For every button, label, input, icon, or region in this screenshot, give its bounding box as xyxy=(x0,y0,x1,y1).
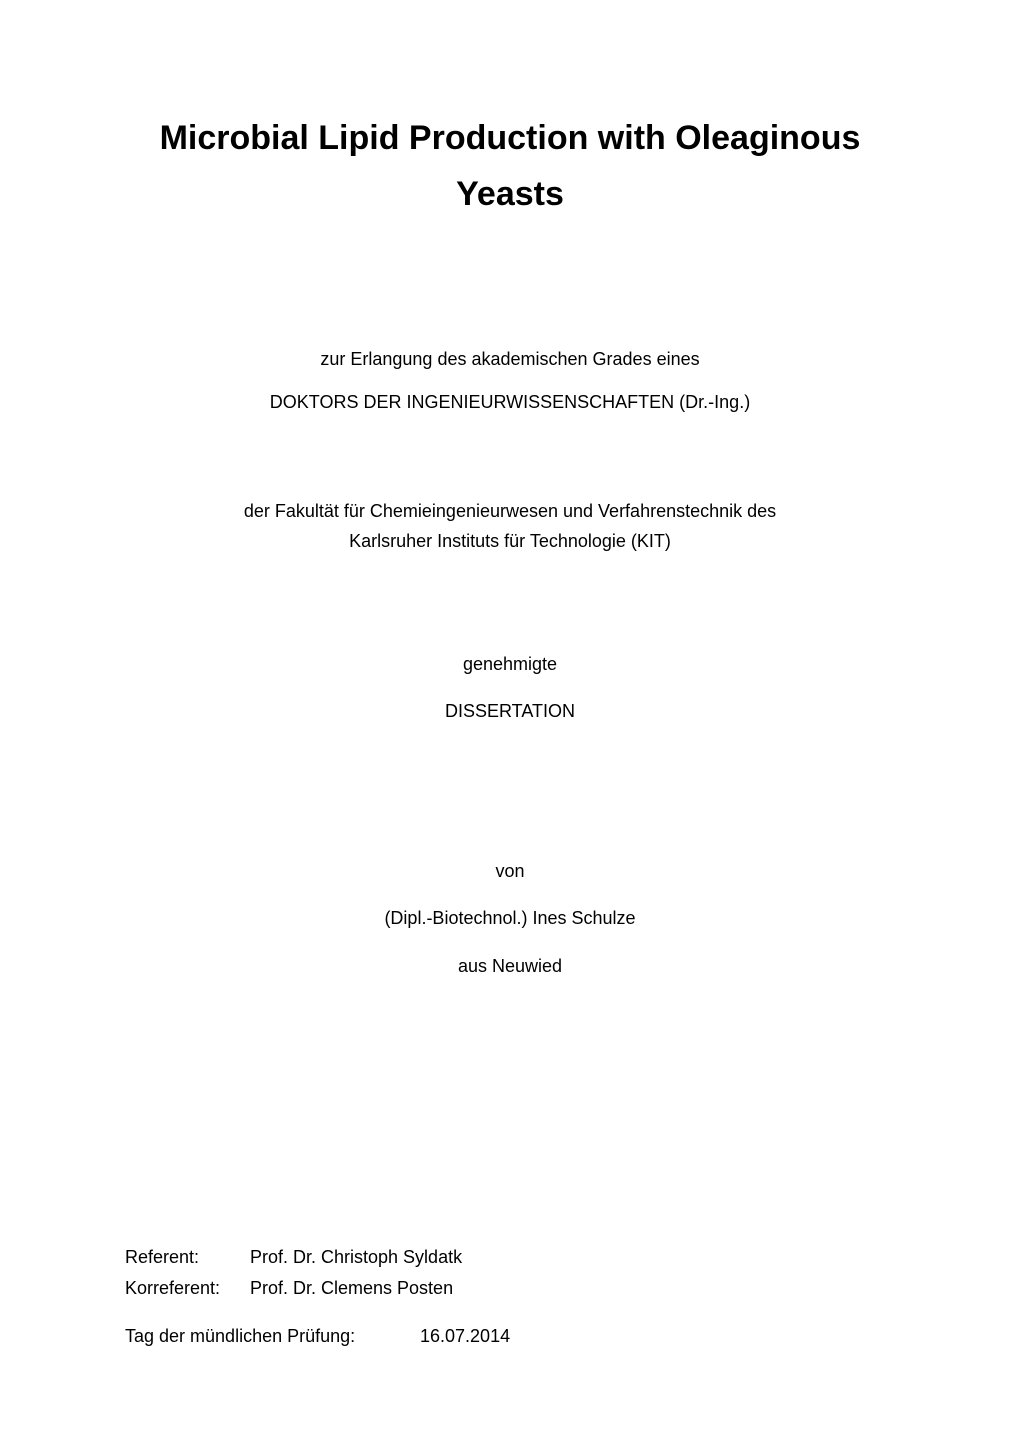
faculty-line-1: der Fakultät für Chemieingenieurwesen un… xyxy=(125,496,895,527)
approved-block: genehmigte DISSERTATION xyxy=(125,652,895,724)
faculty-block: der Fakultät für Chemieingenieurwesen un… xyxy=(125,496,895,557)
exam-date: 16.07.2014 xyxy=(420,1321,510,1352)
coreferee-name: Prof. Dr. Clemens Posten xyxy=(250,1273,453,1304)
title-block: Microbial Lipid Production with Oleagino… xyxy=(125,110,895,222)
von-word: von xyxy=(125,859,895,884)
author-block: von (Dipl.-Biotechnol.) Ines Schulze aus… xyxy=(125,859,895,979)
referee-name: Prof. Dr. Christoph Syldatk xyxy=(250,1242,462,1273)
coreferee-label: Korreferent: xyxy=(125,1273,250,1304)
author-origin: aus Neuwied xyxy=(125,954,895,979)
approved-word: genehmigte xyxy=(125,652,895,677)
footer-block: Referent: Prof. Dr. Christoph Syldatk Ko… xyxy=(125,1242,895,1362)
referee-label: Referent: xyxy=(125,1242,250,1273)
coreferee-row: Korreferent: Prof. Dr. Clemens Posten xyxy=(125,1273,895,1304)
purpose-block: zur Erlangung des akademischen Grades ei… xyxy=(125,347,895,415)
dissertation-title: Microbial Lipid Production with Oleagino… xyxy=(125,110,895,222)
referee-row: Referent: Prof. Dr. Christoph Syldatk xyxy=(125,1242,895,1273)
title-page: Microbial Lipid Production with Oleagino… xyxy=(0,0,1020,1442)
exam-label: Tag der mündlichen Prüfung: xyxy=(125,1321,420,1352)
title-line-2: Yeasts xyxy=(456,175,564,213)
dissertation-word: DISSERTATION xyxy=(125,699,895,724)
purpose-line: zur Erlangung des akademischen Grades ei… xyxy=(125,347,895,372)
degree-line: DOKTORS DER INGENIEURWISSENSCHAFTEN (Dr.… xyxy=(125,390,895,415)
faculty-line-2: Karlsruher Instituts für Technologie (KI… xyxy=(125,526,895,557)
title-line-1: Microbial Lipid Production with Oleagino… xyxy=(160,119,861,157)
exam-row: Tag der mündlichen Prüfung: 16.07.2014 xyxy=(125,1321,895,1352)
author-name: (Dipl.-Biotechnol.) Ines Schulze xyxy=(125,906,895,931)
